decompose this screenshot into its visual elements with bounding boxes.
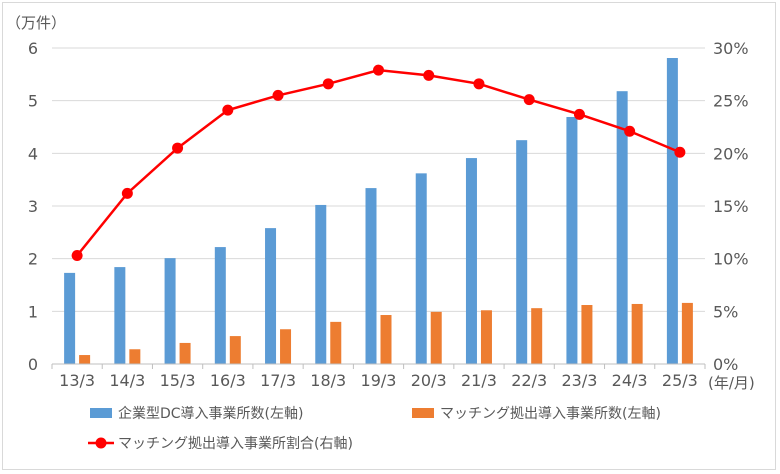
bar-matching [480, 310, 492, 364]
ratio-point [523, 94, 535, 106]
x-axis-tick-label: 16/3 [210, 371, 246, 390]
ratio-line [76, 68, 681, 257]
ratio-point [71, 250, 83, 262]
legend-label: 企業型DC導入事業所数(左軸) [118, 405, 303, 422]
bar-dc [265, 228, 277, 364]
ratio-point [322, 78, 334, 90]
bar-dc [616, 91, 628, 364]
x-axis-tick-label: 25/3 [662, 371, 698, 390]
ratio-point [624, 125, 636, 137]
x-axis-tick-label: 23/3 [561, 371, 597, 390]
ratio-point [272, 89, 284, 101]
bar-dc [64, 272, 76, 364]
bar-matching [380, 315, 392, 364]
left-axis-tick-label: 3 [28, 197, 38, 216]
ratio-point [121, 187, 133, 199]
left-axis-unit-label: （万件） [6, 14, 66, 32]
left-axis-tick-label: 1 [28, 302, 38, 321]
bar-matching [631, 303, 643, 364]
right-axis-tick-label: 5% [713, 302, 738, 321]
bar-matching [280, 329, 292, 364]
legend-label: マッチング拠出導入事業所数(左軸) [440, 406, 661, 422]
bar-matching [681, 302, 693, 364]
ratio-point [674, 146, 686, 158]
left-axis-tick-label: 0 [28, 355, 38, 374]
ratio-point [473, 78, 485, 90]
bar-matching [79, 355, 91, 364]
x-axis-tick-label: 14/3 [109, 371, 145, 390]
chart-frame [2, 2, 776, 470]
right-axis-tick-label: 25% [713, 92, 749, 111]
left-axis-tick-label: 6 [28, 39, 38, 58]
bar-matching [430, 311, 442, 364]
right-axis-tick-label: 20% [713, 144, 749, 163]
bar-dc [114, 267, 126, 364]
x-axis-tick-label: 18/3 [310, 371, 346, 390]
bar-matching [531, 308, 543, 364]
bar-dc [365, 188, 377, 364]
bar-matching [129, 349, 141, 364]
bar-dc [566, 116, 578, 364]
x-axis-tick-label: 24/3 [612, 371, 648, 390]
bar-matching [581, 305, 593, 364]
ratio-point [573, 108, 585, 120]
x-axis-tick-label: 21/3 [461, 371, 497, 390]
bar-dc [666, 58, 678, 365]
right-axis-tick-label: 30% [713, 39, 749, 58]
bar-dc [164, 258, 176, 364]
legend-swatch [90, 408, 112, 418]
bar-matching [330, 321, 342, 364]
legend-swatch [412, 408, 434, 418]
left-axis-tick-label: 4 [28, 144, 38, 163]
bar-dc [465, 158, 477, 364]
bar-dc [415, 173, 427, 364]
left-axis-tick-label: 5 [28, 92, 38, 111]
x-axis-tick-label: 20/3 [411, 371, 447, 390]
x-axis-unit-label: (年/月) [708, 374, 755, 392]
left-axis-tick-label: 2 [28, 250, 38, 269]
x-axis-tick-label: 22/3 [511, 371, 547, 390]
ratio-point [423, 69, 435, 81]
x-axis-tick-label: 13/3 [59, 371, 95, 390]
right-axis-tick-label: 10% [713, 250, 749, 269]
bar-matching [229, 336, 241, 364]
legend-label: マッチング拠出導入事業所割合(右軸) [118, 435, 353, 452]
bar-dc [214, 247, 226, 364]
ratio-point [373, 64, 384, 76]
bar-dc [315, 204, 327, 364]
ratio-point [222, 104, 234, 116]
legend-swatch-marker [95, 437, 107, 449]
x-axis-tick-label: 17/3 [260, 371, 296, 390]
ratio-point [172, 142, 184, 154]
right-axis-tick-label: 0% [713, 355, 738, 374]
bar-matching [179, 342, 191, 364]
right-axis-tick-label: 15% [713, 197, 749, 216]
x-axis-tick-label: 15/3 [160, 371, 196, 390]
bar-dc [516, 140, 528, 364]
x-axis-tick-label: 19/3 [361, 371, 397, 390]
